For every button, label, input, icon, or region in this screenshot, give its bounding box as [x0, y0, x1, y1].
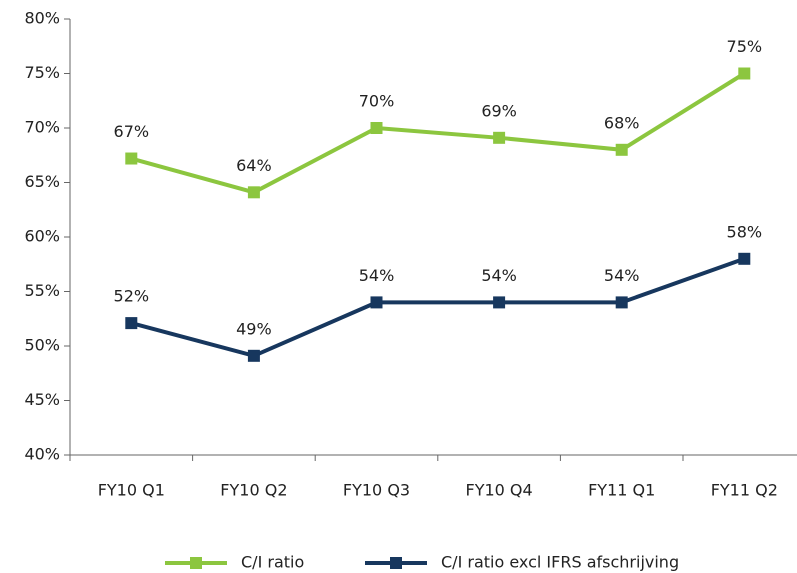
- y-tick-label: 75%: [24, 63, 60, 82]
- y-tick-label: 45%: [24, 390, 60, 409]
- data-point: [370, 296, 383, 309]
- x-tick-label: FY10 Q2: [220, 481, 287, 500]
- data-label: 69%: [481, 101, 517, 120]
- legend-label: C/I ratio excl IFRS afschrijving: [441, 553, 679, 572]
- data-point: [615, 143, 628, 156]
- data-point: [370, 122, 383, 134]
- data-point: [615, 296, 628, 309]
- y-tick-label: 50%: [24, 336, 60, 355]
- data-label: 54%: [604, 266, 640, 285]
- data-label: 54%: [359, 266, 395, 285]
- x-tick-label: FY11 Q2: [711, 481, 778, 500]
- data-point: [493, 131, 506, 144]
- y-tick-label: 65%: [24, 172, 60, 191]
- data-point: [493, 296, 506, 309]
- data-label: 67%: [114, 122, 150, 141]
- data-point: [247, 186, 260, 199]
- y-tick-label: 60%: [24, 227, 60, 246]
- data-label: 58%: [727, 222, 763, 241]
- legend-label: C/I ratio: [241, 553, 304, 572]
- data-point: [738, 67, 751, 80]
- data-point: [738, 252, 751, 265]
- legend-swatch: [190, 557, 202, 569]
- series-line: [130, 71, 746, 195]
- data-label: 75%: [727, 37, 763, 56]
- data-label: 64%: [236, 156, 272, 175]
- x-tick-label: FY10 Q1: [98, 481, 165, 500]
- data-point: [125, 317, 138, 330]
- x-tick-label: FY10 Q3: [343, 481, 410, 500]
- y-tick-label: 55%: [24, 281, 60, 300]
- data-point: [125, 152, 138, 165]
- x-tick-label: FY11 Q1: [588, 481, 655, 500]
- data-label: 70%: [359, 92, 395, 111]
- y-tick-label: 40%: [24, 445, 60, 464]
- y-tick-label: 80%: [24, 9, 60, 28]
- data-label: 49%: [236, 319, 272, 338]
- data-label: 54%: [481, 266, 517, 285]
- x-tick-label: FY10 Q4: [465, 481, 532, 500]
- legend-swatch: [390, 557, 402, 569]
- data-point: [247, 349, 260, 362]
- data-label: 68%: [604, 113, 640, 132]
- y-tick-label: 70%: [24, 118, 60, 137]
- data-label: 52%: [114, 287, 150, 306]
- series-line: [130, 256, 745, 358]
